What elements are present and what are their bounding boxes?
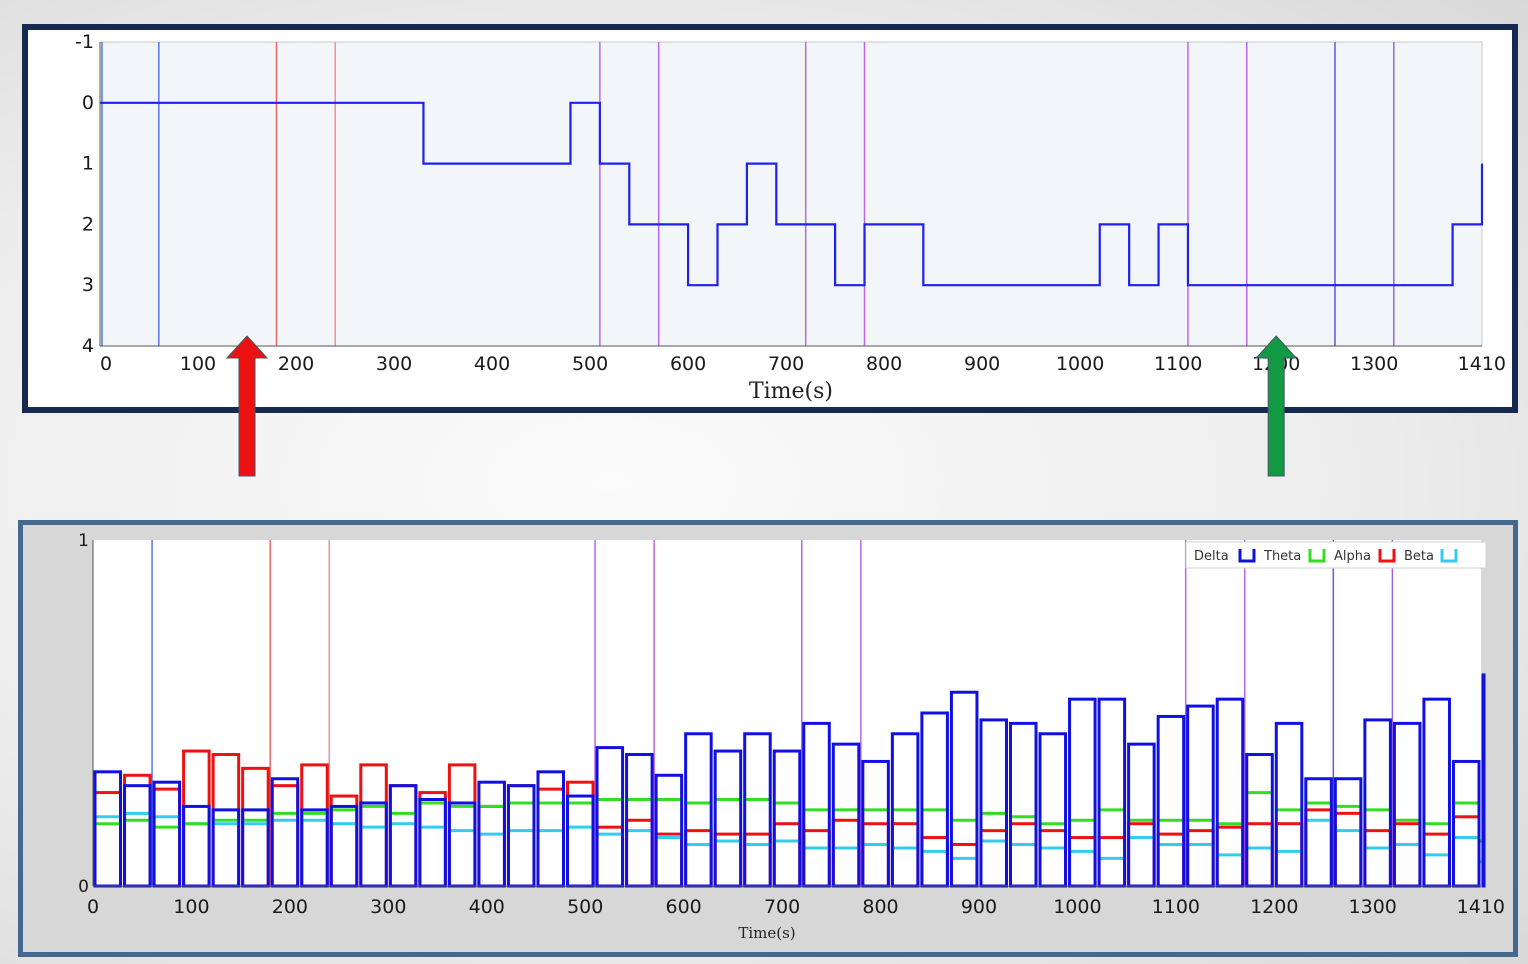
x-tick-label: 600 [666,896,702,918]
x-tick-label: 500 [572,353,608,375]
band-power-chart: 0 1 0 100 200 300 400 500 600 700 800 900 1000 1100 12… [23,525,1513,952]
y-tick-label: 0 [78,877,89,897]
x-axis-title: Time(s) [749,379,833,404]
y-tick-label: 2 [82,213,94,235]
x-tick-label: 100 [173,896,209,918]
x-tick-label: 1000 [1056,353,1104,375]
band-power-panel: 0 1 0 100 200 300 400 500 600 700 800 900 1000 1100 12… [18,520,1518,957]
y-tick-label: 4 [82,335,94,357]
x-tick-label: 900 [964,353,1000,375]
x-tick-label: 800 [862,896,898,918]
x-tick-label: 1410 [1458,353,1506,375]
plot-area [99,41,1483,347]
series-beta [95,811,1483,864]
x-tick-label: 1000 [1053,896,1101,918]
plot-area [93,540,1481,886]
sleep-stage-panel: -1 0 1 2 3 4 0 100 200 300 400 500 600 700 800 900 1000 1… [22,24,1518,413]
legend-label-alpha: Alpha [1334,549,1371,564]
x-tick-label: 700 [764,896,800,918]
x-tick-label: 200 [272,896,308,918]
x-tick-label: 1300 [1349,896,1397,918]
x-axis-title: Time(s) [738,924,795,942]
x-tick-label: 1100 [1154,353,1202,375]
x-tick-label: 1200 [1252,353,1300,375]
legend: Delta Theta Alpha Beta [1185,541,1487,569]
x-tick-label: 200 [278,353,314,375]
legend-swatch-alpha [1378,549,1396,563]
x-tick-label: 500 [567,896,603,918]
series-theta [95,791,1483,843]
x-tick-label: 1410 [1457,896,1505,918]
x-tick-label: 700 [768,353,804,375]
y-tick-label: 1 [82,153,94,175]
y-tick-label: 1 [78,531,89,551]
legend-label-theta: Theta [1263,549,1301,564]
x-tick-label: 1300 [1350,353,1398,375]
legend-label-beta: Beta [1404,549,1434,564]
legend-swatch-delta [1238,549,1256,563]
x-tick-label: 400 [469,896,505,918]
x-tick-label: 1200 [1250,896,1298,918]
x-tick-label: 300 [370,896,406,918]
legend-label-delta: Delta [1194,549,1229,564]
x-tick-label: 400 [474,353,510,375]
x-tick-label: 0 [100,353,112,375]
x-tick-label: 800 [866,353,902,375]
x-tick-label: 1100 [1152,896,1200,918]
y-tick-label: 3 [82,274,94,296]
legend-swatch-beta [1440,549,1458,563]
x-tick-label: 0 [87,896,99,918]
delta-bar [1481,673,1486,888]
x-tick-label: 300 [376,353,412,375]
y-tick-label: 0 [82,92,94,114]
y-tick-label: -1 [75,31,94,53]
sleep-stage-line [100,101,1484,287]
legend-swatch-theta [1308,549,1326,563]
x-tick-label: 100 [180,353,216,375]
x-tick-label: 600 [670,353,706,375]
legend-box [1185,541,1487,569]
x-tick-label: 900 [961,896,997,918]
